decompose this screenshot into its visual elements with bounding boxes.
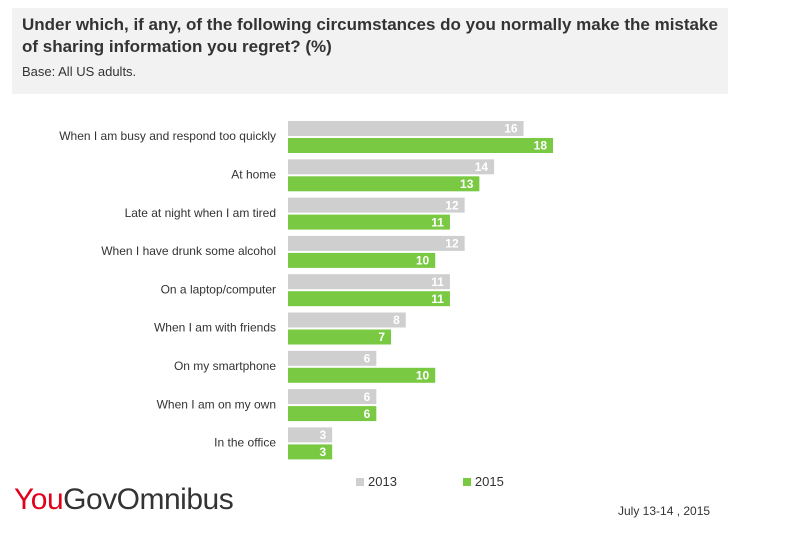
value-label-2015-at-home: 13 bbox=[460, 177, 474, 191]
bar-2015-on-a-laptop-computer bbox=[288, 291, 450, 307]
category-label-at-home: At home bbox=[231, 167, 276, 181]
value-label-2015-when-i-am-busy-and-respond-too-quickly: 18 bbox=[534, 139, 548, 153]
bar-2015-when-i-am-busy-and-respond-too-quickly bbox=[288, 138, 553, 153]
category-label-when-i-am-on-my-own: When I am on my own bbox=[157, 397, 276, 411]
legend-label-2015: 2015 bbox=[474, 474, 504, 489]
value-label-2015-late-at-night-when-i-am-tired: 11 bbox=[431, 215, 444, 229]
value-label-2015-when-i-am-with-friends: 7 bbox=[378, 330, 385, 344]
bar-2015-on-my-smartphone bbox=[288, 367, 436, 383]
logo-gov: Gov bbox=[63, 483, 117, 516]
value-label-2013-on-my-smartphone: 6 bbox=[364, 351, 371, 365]
bar-2013-at-home bbox=[288, 159, 495, 175]
bar-2015-when-i-am-on-my-own bbox=[288, 406, 377, 422]
bar-2013-when-i-have-drunk-some-alcohol bbox=[288, 235, 465, 251]
survey-date: July 13-14 , 2015 bbox=[618, 504, 711, 518]
legend-label-2013: 2013 bbox=[368, 474, 397, 489]
value-label-2013-when-i-am-busy-and-respond-too-quickly: 16 bbox=[504, 122, 518, 136]
bar-2015-late-at-night-when-i-am-tired bbox=[288, 214, 450, 230]
category-label-in-the-office: In the office bbox=[214, 436, 276, 450]
value-label-2015-when-i-have-drunk-some-alcohol: 10 bbox=[416, 254, 430, 268]
bar-2015-when-i-am-with-friends bbox=[288, 329, 392, 345]
bar-2013-on-a-laptop-computer bbox=[288, 274, 450, 290]
value-label-2013-at-home: 14 bbox=[475, 160, 489, 174]
bar-2013-when-i-am-with-friends bbox=[288, 312, 406, 328]
value-label-2015-on-my-smartphone: 10 bbox=[416, 368, 430, 382]
category-label-late-at-night-when-i-am-tired: Late at night when I am tired bbox=[125, 206, 276, 220]
logo-you: You bbox=[14, 483, 64, 516]
value-label-2015-when-i-am-on-my-own: 6 bbox=[364, 407, 371, 421]
category-label-when-i-am-with-friends: When I am with friends bbox=[154, 321, 276, 335]
value-label-2015-on-a-laptop-computer: 11 bbox=[431, 292, 444, 306]
bar-2013-in-the-office bbox=[288, 427, 333, 443]
chart-legend: 2013 2015 bbox=[356, 474, 504, 489]
bar-2013-when-i-am-busy-and-respond-too-quickly bbox=[288, 121, 524, 136]
bar-2015-in-the-office bbox=[288, 444, 333, 460]
value-label-2013-in-the-office: 3 bbox=[319, 428, 326, 442]
chart-base-note: Base: All US adults. bbox=[22, 64, 137, 79]
legend-swatch-2013 bbox=[356, 477, 364, 486]
category-label-on-a-laptop-computer: On a laptop/computer bbox=[161, 282, 276, 296]
value-label-2013-on-a-laptop-computer: 11 bbox=[431, 275, 444, 289]
value-label-2013-when-i-am-with-friends: 8 bbox=[393, 313, 400, 327]
bar-2013-on-my-smartphone bbox=[288, 350, 377, 366]
bar-2013-late-at-night-when-i-am-tired bbox=[288, 197, 465, 213]
yougov-omnibus-logo: YouGovOmnibus bbox=[14, 483, 234, 517]
value-label-2013-late-at-night-when-i-am-tired: 12 bbox=[445, 198, 459, 212]
bar-2013-when-i-am-on-my-own bbox=[288, 389, 377, 405]
value-label-2013-when-i-am-on-my-own: 6 bbox=[364, 390, 371, 404]
category-label-when-i-am-busy-and-respond-too-quickly: When I am busy and respond too quickly bbox=[59, 129, 276, 143]
chart-title: Under which, if any, of the following ci… bbox=[22, 15, 718, 56]
bar-2015-when-i-have-drunk-some-alcohol bbox=[288, 252, 436, 268]
legend-swatch-2015 bbox=[462, 477, 471, 486]
value-label-2015-in-the-office: 3 bbox=[319, 445, 326, 459]
legend-item-2013: 2013 bbox=[356, 474, 397, 489]
logo-omnibus: Omnibus bbox=[116, 483, 234, 516]
category-label-on-my-smartphone: On my smartphone bbox=[174, 359, 276, 373]
bar-2015-at-home bbox=[288, 176, 480, 192]
value-label-2013-when-i-have-drunk-some-alcohol: 12 bbox=[445, 237, 459, 251]
chart-header: Under which, if any, of the following ci… bbox=[12, 8, 728, 94]
legend-item-2015: 2015 bbox=[462, 474, 504, 489]
category-label-when-i-have-drunk-some-alcohol: When I have drunk some alcohol bbox=[101, 244, 276, 258]
